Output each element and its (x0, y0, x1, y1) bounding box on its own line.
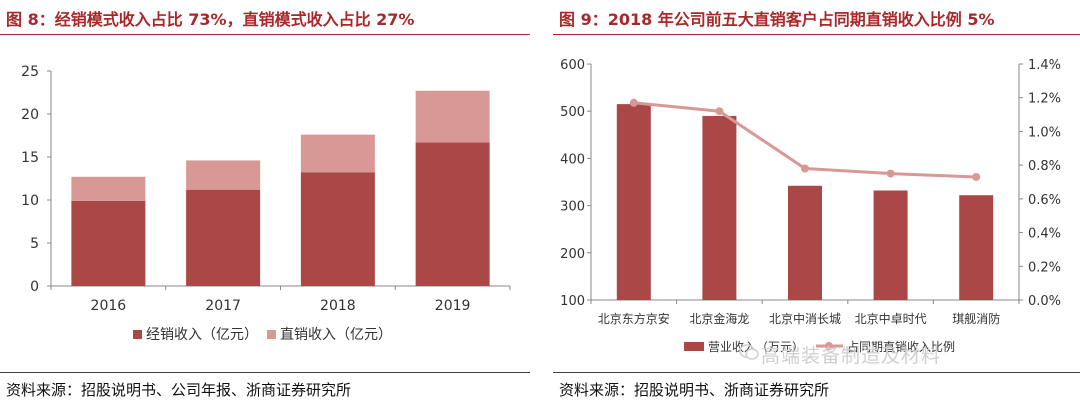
y-tick-label: 5 (30, 236, 39, 252)
figure-9-source: 资料来源：招股说明书、浙商证券研究所 (559, 381, 830, 399)
y2-tick-label: 0.2% (1028, 260, 1061, 275)
y2-tick-label: 1.0% (1028, 125, 1061, 140)
legend-label: 营业收入（万元） (708, 340, 804, 354)
x-tick-label: 北京金海龙 (689, 311, 749, 326)
line-point (715, 107, 724, 116)
y-tick-label: 15 (21, 150, 39, 166)
bar-distribution (300, 172, 375, 286)
bar-direct (71, 176, 146, 201)
y-tick-label: 20 (21, 107, 39, 123)
y-tick-label: 100 (560, 294, 585, 309)
x-tick-label: 北京中消长城 (769, 311, 841, 326)
figure-8-title-rule (0, 34, 530, 35)
x-tick-label: 北京东方京安 (598, 311, 670, 326)
line-point (886, 169, 895, 178)
bar-revenue (616, 104, 651, 301)
x-tick-label: 北京中卓时代 (855, 311, 927, 326)
y2-tick-label: 0.0% (1028, 294, 1061, 309)
legend-swatch (133, 330, 142, 339)
figure-8-source: 资料来源：招股说明书、公司年报、浙商证券研究所 (6, 381, 352, 399)
bar-distribution (186, 189, 261, 286)
legend-swatch-marker (825, 342, 833, 350)
figure-8-chart: 0 5 10 15 20 25 2016 2017 2018 2019 经销收入（亿元） 直销收入（亿… (21, 64, 511, 343)
legend-label: 直销收入（亿元） (280, 326, 392, 343)
figure-8-source-rule (0, 372, 530, 373)
y-tick-label: 300 (560, 200, 585, 215)
y-tick-label: 0 (30, 279, 39, 295)
y2-tick-label: 1.2% (1028, 92, 1061, 107)
figure-8-panel: 图 8：经销模式收入占比 73%，直销模式收入占比 27% 0 5 10 15 20 25… (0, 0, 530, 411)
y-tick-label: 400 (560, 152, 585, 167)
y2-tick-label: 0.8% (1028, 159, 1061, 174)
bar-revenue (873, 190, 908, 300)
watermark: 高端装备制造及材料 (761, 345, 942, 367)
line-point (972, 172, 981, 181)
x-tick-label: 2016 (91, 298, 127, 314)
x-tick-label: 2017 (205, 298, 241, 314)
bar-distribution (415, 142, 490, 286)
x-tick-label: 2019 (435, 298, 471, 314)
figure-9-title-rule (553, 34, 1080, 35)
y-tick-label: 600 (560, 58, 585, 73)
y-tick-label: 200 (560, 247, 585, 262)
wechat-icon (739, 344, 759, 360)
bar-revenue (959, 195, 994, 300)
bar-direct (415, 90, 490, 143)
legend-label: 占同期直销收入比例 (847, 339, 955, 354)
line-point (801, 164, 809, 173)
line-point (629, 98, 638, 107)
y-tick-label: 25 (21, 64, 39, 80)
bar-revenue (702, 115, 737, 300)
bar-revenue (788, 185, 822, 300)
x-tick-label: 2018 (320, 298, 356, 314)
figure-9-title: 图 9：2018 年公司前五大直销客户占同期直销收入比例 5% (559, 10, 995, 29)
legend-swatch-bar (684, 342, 704, 351)
bar-direct (300, 134, 375, 173)
figure-9-source-rule (553, 372, 1080, 373)
y-tick-label: 10 (21, 193, 39, 209)
figure-8-title: 图 8：经销模式收入占比 73%，直销模式收入占比 27% (6, 10, 415, 29)
y2-tick-label: 0.4% (1028, 227, 1061, 242)
bar-direct (186, 160, 261, 190)
y-tick-label: 500 (560, 105, 585, 120)
bar-distribution (71, 200, 146, 286)
legend-label: 经销收入（亿元） (146, 327, 258, 343)
y2-tick-label: 0.6% (1028, 193, 1061, 208)
figure-9-chart: 100 200 300 400 500 600 0.0% 0.2% 0.4% 0.6% 0.8% 1.… (560, 58, 1061, 354)
figure-9-panel: 图 9：2018 年公司前五大直销客户占同期直销收入比例 5% 100 200 30… (553, 0, 1080, 411)
legend-swatch (267, 330, 276, 339)
x-tick-label: 琪舰消防 (952, 311, 1000, 326)
y2-tick-label: 1.4% (1028, 58, 1061, 73)
